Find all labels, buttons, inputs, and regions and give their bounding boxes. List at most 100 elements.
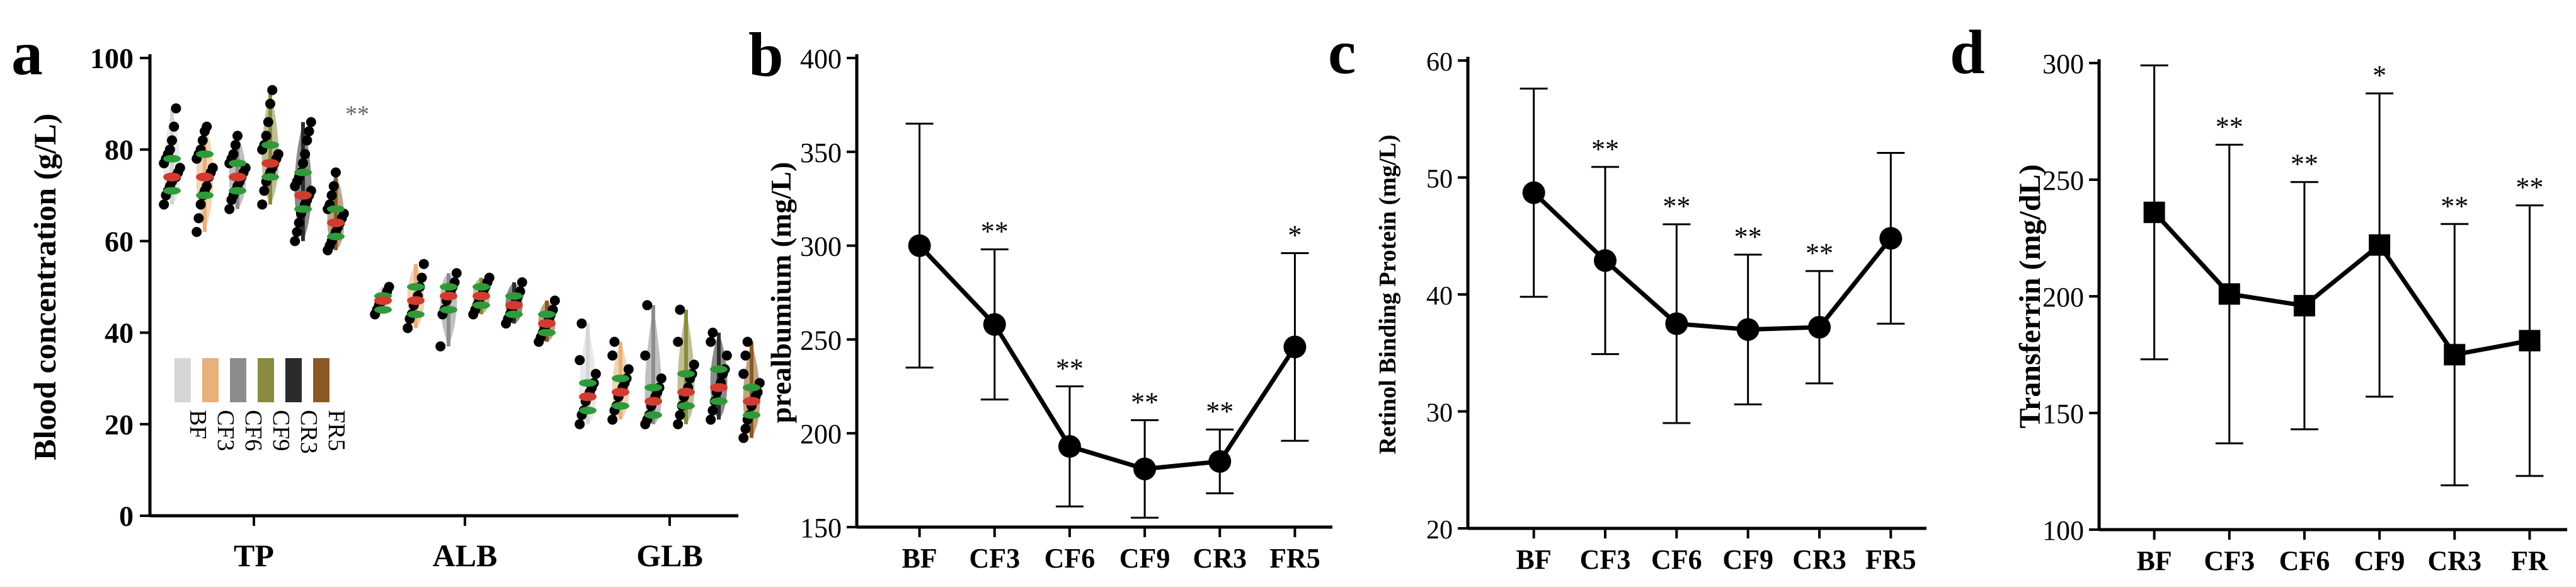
significance-label: ** (1734, 221, 1762, 252)
x-tick-label: CF9 (1119, 543, 1171, 574)
median-marker (294, 190, 312, 200)
data-point (707, 405, 718, 416)
data-point (202, 121, 212, 132)
data-point (673, 419, 684, 429)
data-point (202, 181, 212, 192)
quartile-marker (505, 310, 523, 318)
median-marker (440, 291, 457, 301)
data-point (642, 300, 653, 311)
median-marker (505, 301, 523, 310)
data-point (742, 337, 753, 347)
data-point (1736, 318, 1760, 341)
y-tick-label: 0 (119, 500, 134, 532)
data-point (1133, 457, 1157, 480)
panel-b: 150 200 250 300 350 400 BF CF3 CF6 CF9 CR3 FR5 preal… (765, 44, 1332, 574)
data-point (908, 234, 931, 257)
quartile-marker (677, 402, 695, 410)
quartile-marker (196, 150, 214, 158)
data-point (384, 282, 394, 292)
significance-label: ** (1591, 134, 1619, 165)
panel-c: 20 30 40 50 60 BF CF3 CF6 CF9 CR3 FR5 Retinol Bindi… (1375, 48, 1926, 575)
y-tick-label: 200 (2042, 282, 2084, 313)
x-tick-label: CF9 (2354, 545, 2405, 576)
significance-label: ** (1206, 396, 1234, 427)
data-point (576, 318, 587, 329)
data-point (197, 135, 208, 146)
data-point (1665, 312, 1688, 335)
data-point (1208, 450, 1232, 473)
data-point (1879, 226, 1903, 250)
median-marker (538, 319, 556, 328)
quartile-marker (538, 310, 556, 318)
data-point (517, 277, 527, 288)
data-point (2293, 294, 2315, 317)
median-marker (327, 218, 345, 228)
data-point (689, 359, 699, 370)
data-point (706, 414, 716, 425)
significance-label: ** (981, 216, 1009, 247)
quartile-marker (163, 187, 181, 195)
quartile-marker (743, 411, 760, 419)
data-point (451, 268, 462, 279)
panel-label-d: d (1950, 17, 1985, 87)
quartile-marker (677, 369, 695, 378)
y-tick-label: 30 (1426, 399, 1453, 428)
y-tick-label: 40 (1426, 282, 1453, 311)
data-point (738, 368, 749, 379)
data-point (575, 419, 585, 429)
data-point (590, 368, 601, 379)
median-marker (612, 387, 629, 397)
data-point (298, 158, 308, 168)
data-point (418, 259, 429, 269)
quartile-marker (579, 379, 597, 387)
quartile-marker (163, 154, 181, 163)
data-point (607, 350, 618, 361)
data-point (656, 373, 667, 384)
data-point (290, 236, 301, 247)
significance-label: ** (1131, 386, 1159, 417)
x-tick-label: BF (1516, 544, 1552, 575)
data-point (623, 364, 634, 375)
quartile-marker (229, 159, 246, 167)
data-point (1808, 315, 1831, 339)
median-marker (261, 158, 279, 168)
data-point (207, 163, 218, 173)
x-tick-label: BF (902, 543, 937, 574)
x-tick-label: CF6 (1651, 544, 1702, 575)
y-tick-label: 100 (2042, 515, 2084, 546)
y-tick-label: 20 (105, 409, 134, 441)
data-point (1594, 249, 1617, 272)
data-point (675, 305, 685, 315)
x-tick-label: CR3 (2427, 545, 2482, 576)
y-tick-label: 200 (800, 419, 842, 450)
data-point (326, 190, 337, 201)
data-point (640, 350, 651, 361)
median-marker (196, 172, 214, 182)
x-tick-label: FR5 (1269, 543, 1320, 574)
data-point (294, 218, 304, 228)
quartile-marker (440, 306, 457, 314)
significance-label: ** (345, 102, 369, 128)
significance-label: ** (2216, 112, 2243, 142)
y-tick-label: 300 (800, 231, 842, 262)
quartile-marker (374, 306, 392, 314)
quartile-marker (294, 168, 312, 177)
x-tick-label: CF3 (2204, 545, 2255, 576)
median-marker (644, 397, 662, 406)
y-axis-label: Transferrin (mg/dL) (2013, 164, 2047, 428)
data-point (607, 414, 618, 425)
x-tick-label: CF3 (969, 543, 1020, 574)
quartile-marker (407, 310, 425, 318)
y-tick-label: 150 (800, 513, 842, 543)
legend-swatch-cf3 (202, 358, 219, 402)
quartile-marker (261, 141, 279, 149)
quartile-marker (644, 383, 662, 392)
legend-swatch-bf (175, 358, 191, 402)
y-tick-label: 300 (2042, 49, 2084, 79)
data-point (2218, 283, 2240, 305)
data-point (224, 204, 235, 214)
x-tick-label: FR (2511, 545, 2549, 576)
data-point (1283, 335, 1307, 359)
median-marker (407, 296, 425, 305)
panel-a: 0 20 40 60 80 100 TP ALB GLB Blood concentration … (27, 42, 765, 573)
